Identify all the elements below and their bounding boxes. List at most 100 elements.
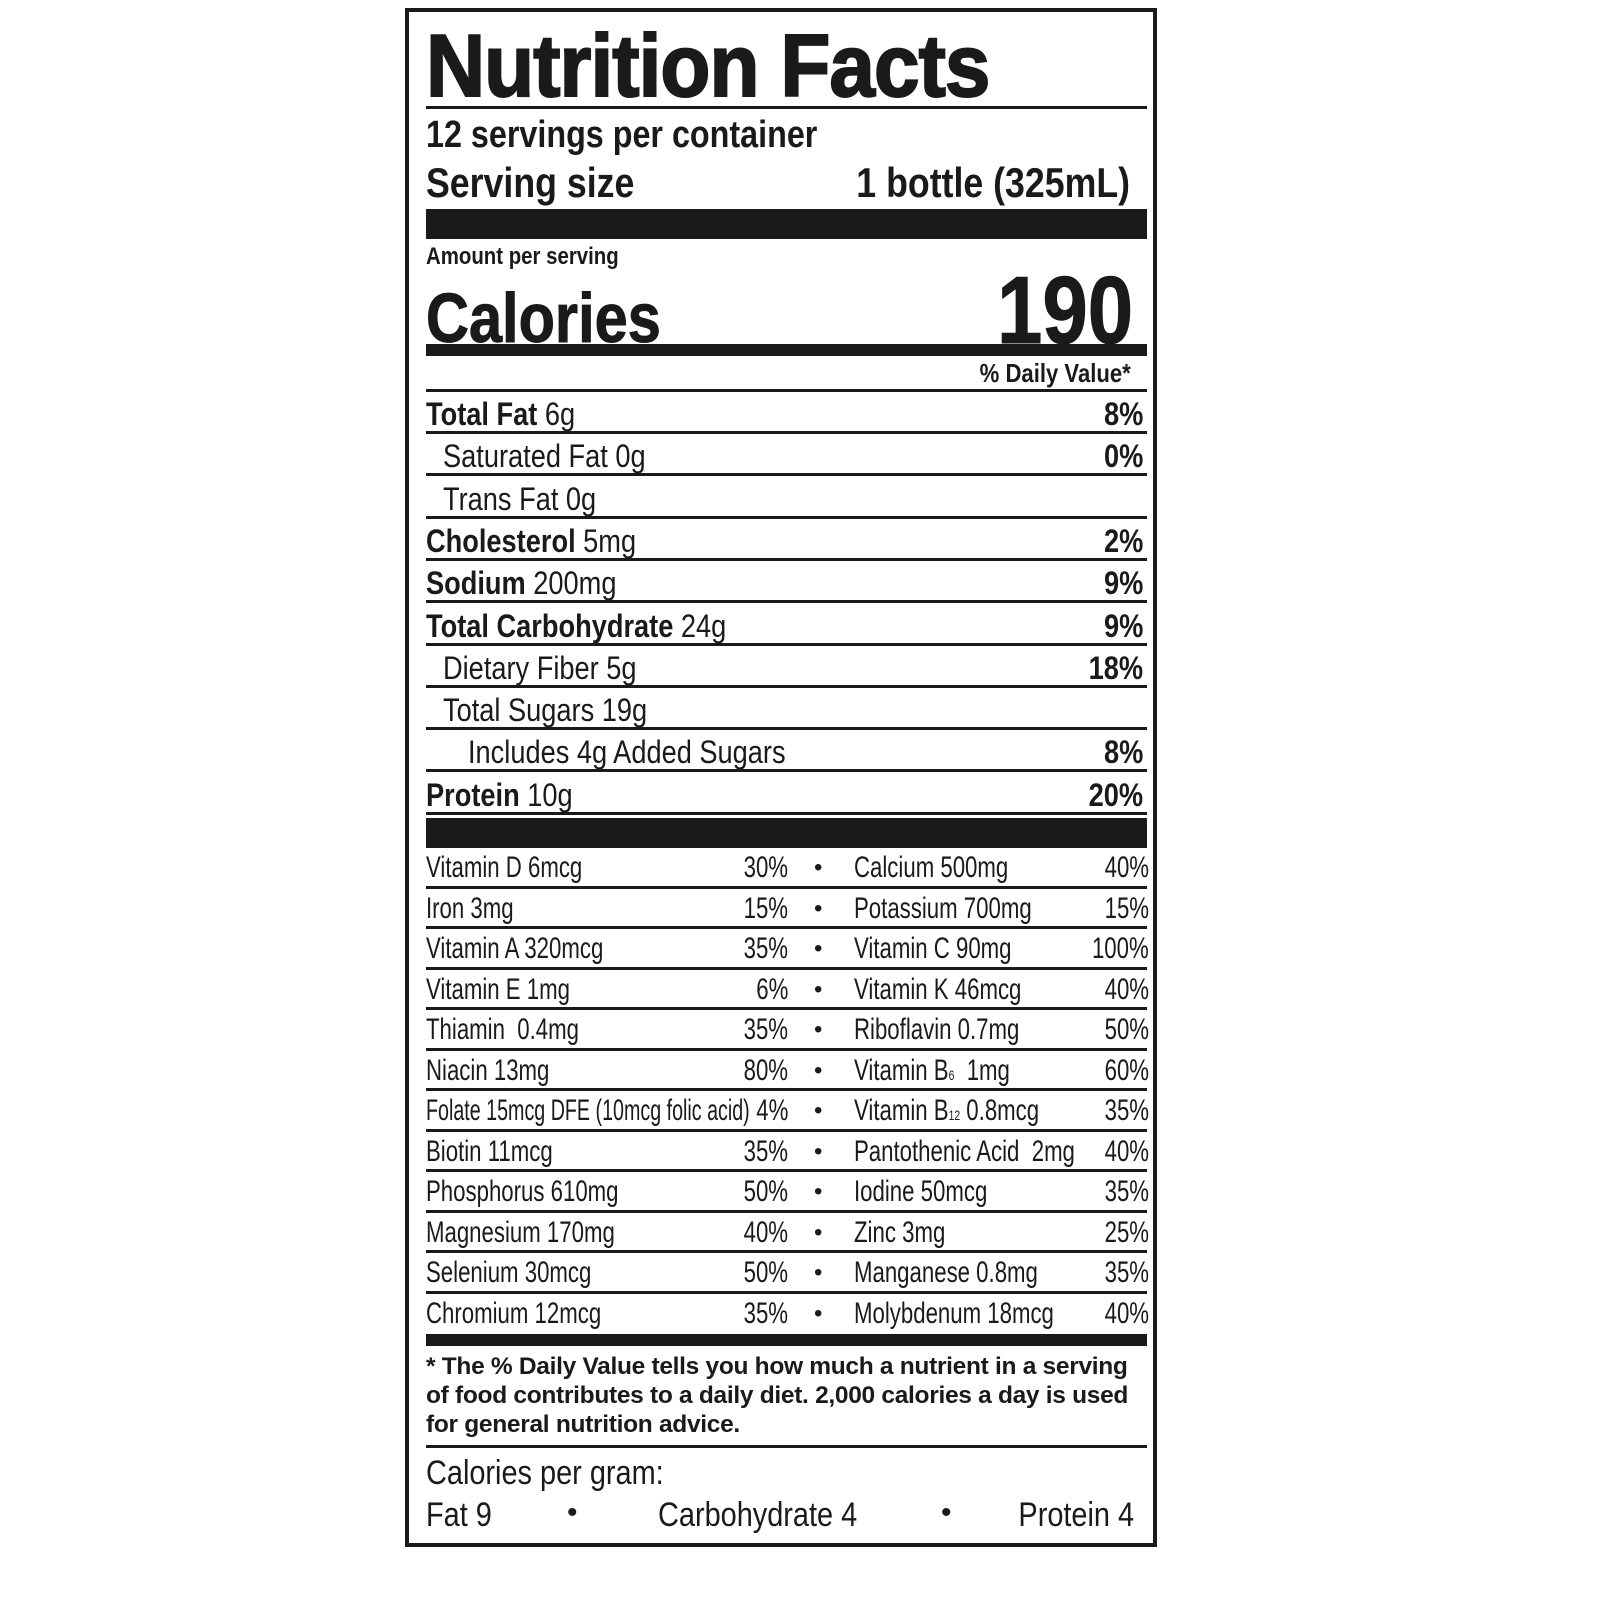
vitamin-name: Vitamin B12 0.8mcg xyxy=(854,1094,1040,1127)
vitamin-row: Phosphorus 610mg 50% • Iodine 50mcg 35% xyxy=(426,1172,1149,1213)
vitamin-dv: 25% xyxy=(1104,1215,1149,1249)
divider xyxy=(426,1445,1147,1448)
nutrient-name: Total Sugars 19g xyxy=(443,692,648,729)
nutrient-row: Total Fat 6g 8% xyxy=(426,392,1147,434)
vitamin-dv: 50% xyxy=(743,1256,788,1289)
vitamin-name: Folate 15mcg DFE (10mcg folic acid) xyxy=(426,1094,750,1127)
bullet-icon: • xyxy=(814,894,823,922)
bullet-icon: • xyxy=(814,935,823,962)
vitamin-row: Vitamin E 1mg 6% • Vitamin K 46mcg 40% xyxy=(426,970,1149,1010)
bullet-icon: • xyxy=(814,1016,823,1043)
vitamin-dv: 50% xyxy=(1104,1013,1149,1046)
cpg-fat: Fat 9 xyxy=(426,1496,492,1534)
vitamin-row: Magnesium 170mg 40% • Zinc 3mg 25% xyxy=(426,1213,1149,1253)
vitamin-dv: 35% xyxy=(743,1296,788,1330)
nutrient-row: Saturated Fat 0g 0% xyxy=(426,434,1147,477)
vitamin-dv: 15% xyxy=(743,891,788,925)
vitamin-dv: 30% xyxy=(743,851,788,884)
vitamin-name: Magnesium 170mg xyxy=(426,1215,615,1249)
vitamin-name: Vitamin E 1mg xyxy=(426,972,570,1006)
vitamin-dv: 50% xyxy=(743,1175,788,1208)
vitamin-dv: 4% xyxy=(755,1094,788,1127)
nutrient-name: Dietary Fiber 5g xyxy=(443,649,637,686)
bullet-icon: • xyxy=(814,1299,823,1327)
vitamin-dv: 40% xyxy=(1104,972,1149,1006)
nutrient-row: Protein 10g 20% xyxy=(426,773,1147,815)
vitamin-name: Vitamin B6 1mg xyxy=(854,1053,1010,1087)
bullet-icon: • xyxy=(941,1496,952,1529)
bullet-icon: • xyxy=(814,1137,823,1165)
cpg-protein: Protein 4 xyxy=(1018,1496,1134,1534)
bullet-icon: • xyxy=(567,1496,578,1529)
vitamin-name: Vitamin A 320mcg xyxy=(426,932,604,965)
vitamin-dv: 35% xyxy=(1104,1256,1149,1289)
vitamin-name: Niacin 13mg xyxy=(426,1053,550,1087)
medium-divider xyxy=(426,1334,1147,1346)
nutrient-row: Sodium 200mg 9% xyxy=(426,561,1147,604)
nutrient-dv: 18% xyxy=(1088,649,1143,686)
vitamin-name: Selenium 30mcg xyxy=(426,1256,592,1289)
vitamin-row: Vitamin A 320mcg 35% • Vitamin C 90mg 100% xyxy=(426,929,1149,970)
nutrient-name: Trans Fat 0g xyxy=(443,480,597,517)
nutrient-name: Includes 4g Added Sugars xyxy=(468,734,786,771)
nutrient-dv: 2% xyxy=(1103,522,1143,559)
nutrient-name: Cholesterol 5mg xyxy=(426,522,637,559)
vitamin-row: Thiamin 0.4mg 35% • Riboflavin 0.7mg 50% xyxy=(426,1010,1149,1051)
vitamin-dv: 40% xyxy=(1104,1296,1149,1330)
serving-size-label: Serving size xyxy=(426,159,635,206)
vitamin-name: Calcium 500mg xyxy=(854,851,1009,884)
calories-per-gram-label: Calories per gram: xyxy=(426,1454,664,1492)
vitamin-name: Phosphorus 610mg xyxy=(426,1175,619,1208)
vitamin-row: Niacin 13mg 80% • Vitamin B6 1mg 60% xyxy=(426,1051,1149,1091)
vitamin-dv: 35% xyxy=(1104,1175,1149,1208)
nutrient-name: Saturated Fat 0g xyxy=(443,438,646,475)
vitamin-row: Vitamin D 6mcg 30% • Calcium 500mg 40% xyxy=(426,848,1149,889)
vitamin-dv: 15% xyxy=(1104,891,1149,925)
amount-per-serving: Amount per serving xyxy=(426,243,619,270)
vitamin-name: Thiamin 0.4mg xyxy=(426,1013,579,1046)
vitamin-dv: 35% xyxy=(1104,1094,1149,1127)
thick-divider xyxy=(426,209,1147,239)
bullet-icon: • xyxy=(814,1259,823,1286)
vitamin-name: Iodine 50mcg xyxy=(854,1175,988,1208)
nutrient-row: Total Sugars 19g xyxy=(426,688,1147,731)
vitamin-name: Pantothenic Acid 2mg xyxy=(854,1134,1075,1168)
vitamin-dv: 60% xyxy=(1104,1053,1149,1087)
vitamin-dv: 40% xyxy=(1104,1134,1149,1168)
nutrient-row: Total Carbohydrate 24g 9% xyxy=(426,604,1147,646)
bullet-icon: • xyxy=(814,854,823,881)
serving-size-value: 1 bottle (325mL) xyxy=(856,159,1130,206)
vitamin-row: Folate 15mcg DFE (10mcg folic acid) 4% • Vi… xyxy=(426,1091,1149,1132)
nutrient-dv: 9% xyxy=(1103,565,1143,602)
vitamin-name: Riboflavin 0.7mg xyxy=(854,1013,1020,1046)
vitamin-name: Vitamin C 90mg xyxy=(854,932,1012,965)
vitamin-name: Biotin 11mcg xyxy=(426,1134,553,1168)
vitamin-name: Iron 3mg xyxy=(426,891,514,925)
vitamin-dv: 35% xyxy=(743,1134,788,1168)
bullet-icon: • xyxy=(814,1218,823,1246)
vitamin-dv: 35% xyxy=(743,1013,788,1046)
vitamin-name: Zinc 3mg xyxy=(854,1215,946,1249)
nutrient-dv: 8% xyxy=(1103,396,1143,432)
daily-value-header: % Daily Value* xyxy=(979,358,1131,388)
vitamin-dv: 40% xyxy=(1104,851,1149,884)
divider xyxy=(426,106,1147,109)
nutrient-dv: 9% xyxy=(1103,607,1143,644)
nutrient-dv: 8% xyxy=(1103,734,1143,771)
nutrient-row: Cholesterol 5mg 2% xyxy=(426,519,1147,561)
vitamin-name: Molybdenum 18mcg xyxy=(854,1296,1054,1330)
nutrition-facts-label: Nutrition Facts 12 servings per containe… xyxy=(405,8,1157,1547)
label-title: Nutrition Facts xyxy=(425,16,991,115)
nutrient-name: Total Carbohydrate 24g xyxy=(426,607,727,644)
vitamin-dv: 6% xyxy=(755,972,788,1006)
vitamin-dv: 40% xyxy=(743,1215,788,1249)
nutrient-name: Total Fat 6g xyxy=(426,396,576,432)
vitamin-name: Chromium 12mcg xyxy=(426,1296,602,1330)
divider xyxy=(426,389,1147,392)
cpg-carbohydrate: Carbohydrate 4 xyxy=(658,1496,858,1534)
nutrient-dv: 20% xyxy=(1088,776,1143,813)
vitamin-name: Vitamin K 46mcg xyxy=(854,972,1022,1006)
medium-divider xyxy=(426,344,1147,356)
bullet-icon: • xyxy=(814,1178,823,1205)
vitamin-row: Chromium 12mcg 35% • Molybdenum 18mcg 40% xyxy=(426,1294,1149,1335)
